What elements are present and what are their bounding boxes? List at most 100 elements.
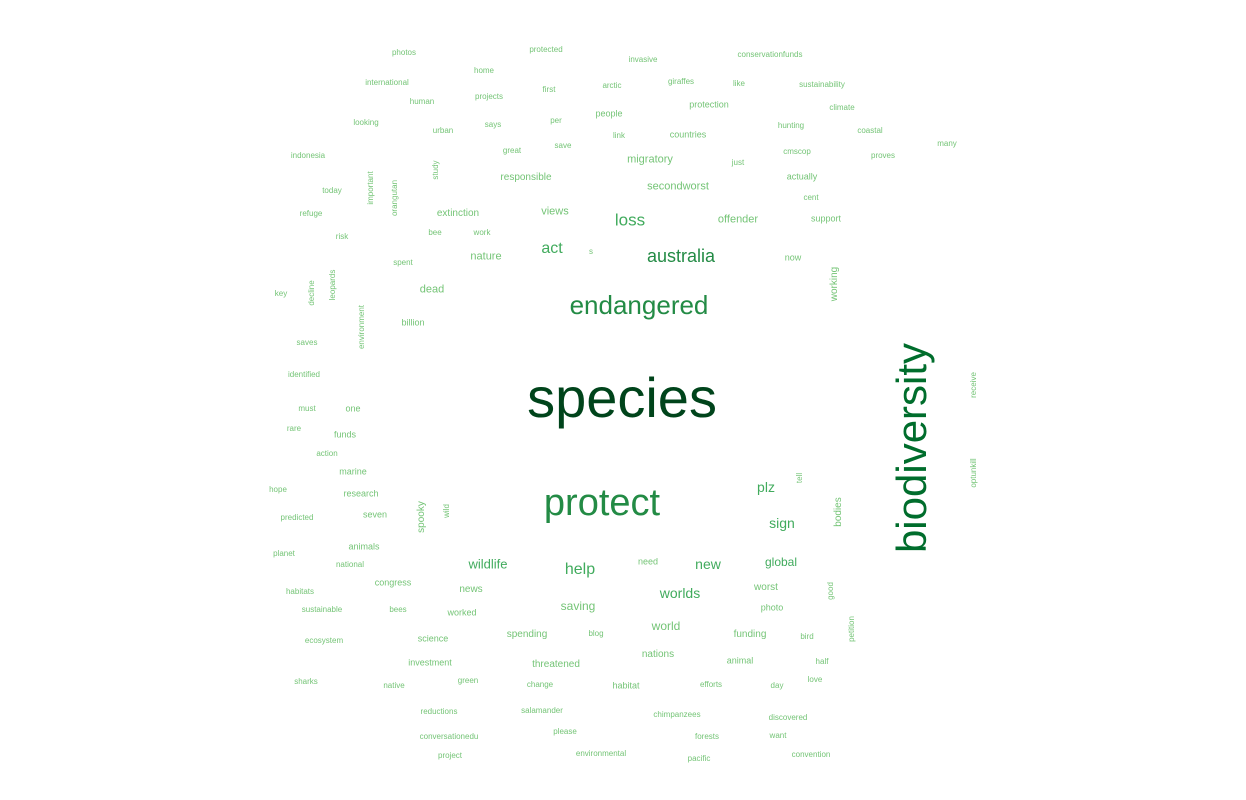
word-now: now (784, 252, 802, 263)
word-bodies: bodies (833, 497, 844, 527)
word-giraffes: giraffes (667, 77, 695, 86)
word-human: human (409, 97, 435, 106)
word-day: day (770, 681, 784, 690)
word-billion: billion (401, 317, 425, 328)
word-sign: sign (769, 515, 795, 531)
word-migratory: migratory (627, 153, 673, 166)
word-indonesia: indonesia (290, 151, 326, 160)
word-extinction: extinction (436, 208, 480, 219)
word-optunkill: optunkill (969, 458, 978, 488)
word-loss: loss (614, 210, 646, 230)
word-decline: decline (307, 280, 316, 306)
word-identified: identified (287, 370, 321, 379)
word-coastal: coastal (857, 126, 883, 135)
word-spooky: spooky (416, 501, 427, 533)
word-invasive: invasive (628, 55, 658, 64)
word-please: please (553, 727, 577, 736)
word-green: green (457, 676, 479, 685)
word-petition: petition (847, 616, 856, 642)
word-secondworst: secondworst (647, 180, 709, 193)
word-habitat: habitat (612, 680, 640, 691)
word-change: change (526, 680, 554, 689)
word-half: half (815, 657, 829, 666)
word-pacific: pacific (687, 754, 711, 763)
word-home: home (473, 66, 495, 75)
word-must: must (298, 404, 316, 413)
word-worlds: worlds (659, 585, 701, 601)
word-reductions: reductions (420, 707, 458, 716)
word-save: save (554, 141, 572, 150)
word-convention: convention (791, 750, 831, 759)
word-leopards: leopards (328, 269, 337, 301)
word-efforts: efforts (699, 680, 723, 689)
word-saving: saving (560, 599, 596, 613)
word-act: act (541, 240, 563, 257)
word-many: many (937, 139, 957, 148)
word-risk: risk (335, 232, 349, 241)
word-threatened: threatened (532, 659, 580, 670)
word-spending: spending (506, 629, 548, 640)
word-wild: wild (442, 504, 451, 518)
word-environmental: environmental (575, 749, 627, 758)
word-photo: photo (760, 602, 784, 613)
word-people: people (595, 108, 623, 119)
word-work: work (473, 228, 491, 237)
word-worked: worked (447, 607, 477, 618)
word-one: one (345, 403, 361, 414)
word-support: support (810, 213, 842, 224)
word-predicted: predicted (280, 513, 314, 522)
word-environment: environment (357, 304, 366, 350)
word-proves: proves (870, 151, 896, 160)
word-global: global (764, 555, 798, 569)
word-sustainable: sustainable (301, 605, 343, 614)
word-dead: dead (419, 283, 445, 296)
word-great: great (502, 146, 522, 155)
word-native: native (383, 681, 405, 690)
word-conversationedu: conversationedu (419, 732, 479, 741)
word-help: help (564, 561, 596, 578)
word-nations: nations (641, 649, 675, 660)
word-worst: worst (754, 582, 778, 593)
word-urban: urban (432, 126, 454, 135)
word-protection: protection (689, 99, 729, 110)
word-cent: cent (803, 193, 819, 202)
word-today: today (322, 186, 342, 195)
word-looking: looking (353, 118, 379, 127)
word-link: link (612, 131, 626, 140)
word-chimpanzees: chimpanzees (653, 710, 701, 719)
word-working: working (829, 266, 840, 302)
word-important: important (366, 171, 375, 205)
word-seven: seven (362, 509, 388, 520)
word-funds: funds (333, 429, 357, 440)
word-want: want (769, 731, 787, 740)
word-per: per (550, 116, 562, 125)
word-receive: receive (969, 372, 978, 398)
word-marine: marine (339, 466, 367, 477)
word-animals: animals (348, 541, 380, 552)
word-like: like (732, 79, 746, 88)
word-rare: rare (286, 424, 302, 433)
word-sharks: sharks (294, 677, 318, 686)
word-action: action (316, 449, 338, 458)
word-need: need (637, 556, 659, 567)
word-endangered: endangered (569, 290, 709, 320)
word-bird: bird (800, 632, 814, 641)
word-actually: actually (786, 171, 818, 182)
word-love: love (807, 675, 823, 684)
word-project: project (437, 751, 463, 760)
word-research: research (343, 488, 379, 499)
word-discovered: discovered (768, 713, 808, 722)
word-forests: forests (694, 732, 720, 741)
word-orangutan: orangutan (390, 179, 399, 217)
word-refuge: refuge (299, 209, 323, 218)
word-conservationfunds: conservationfunds (737, 50, 803, 59)
word-sustainability: sustainability (799, 80, 845, 89)
word-salamander: salamander (521, 706, 563, 715)
word-ecosystem: ecosystem (304, 636, 344, 645)
word-saves: saves (296, 338, 318, 347)
word-world: world (651, 619, 681, 633)
word-international: international (365, 78, 409, 87)
word-responsible: responsible (500, 172, 552, 183)
word-tell: tell (795, 472, 804, 484)
word-bees: bees (389, 605, 407, 614)
